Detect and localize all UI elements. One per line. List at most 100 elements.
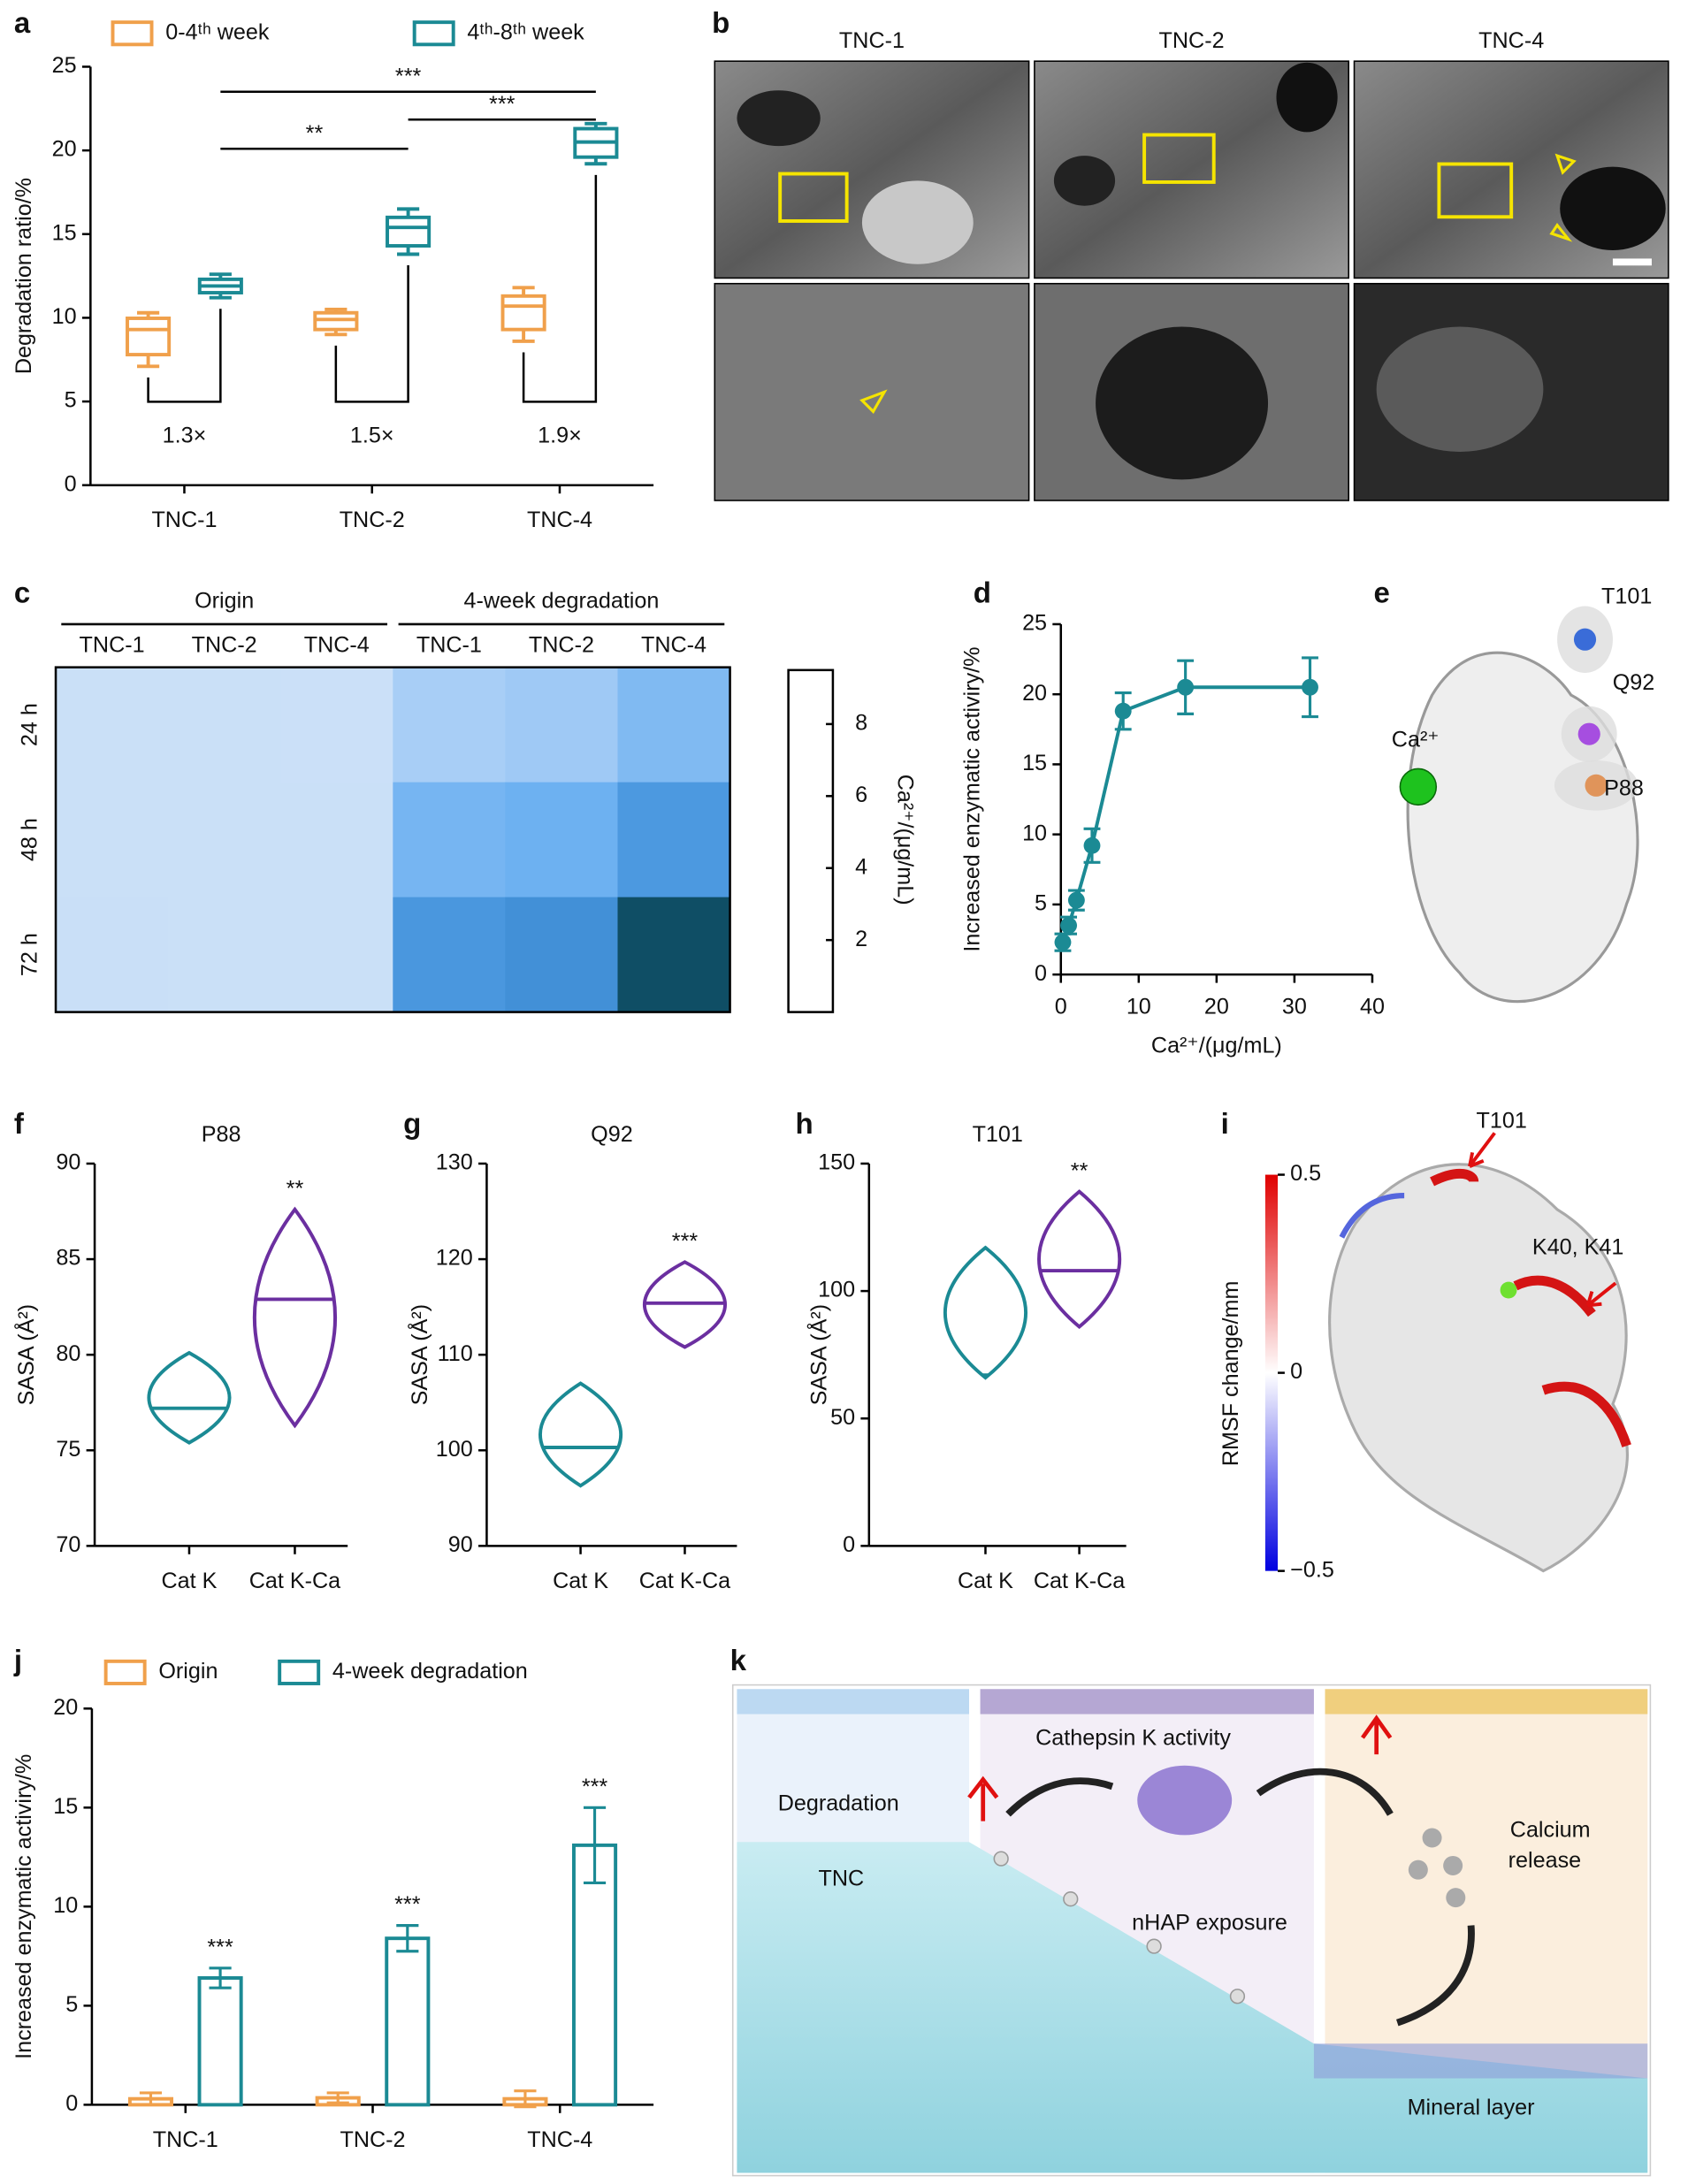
x-tick-label: Cat K <box>162 1569 218 1593</box>
significance-label: ** <box>306 121 324 146</box>
y-tick-label: 15 <box>1022 751 1047 775</box>
header-bar <box>737 1689 970 1714</box>
violin <box>538 1381 623 1488</box>
flow-arrows <box>1005 1768 1475 2027</box>
box <box>500 294 546 332</box>
x-axis-label: Ca²⁺/(μg/mL) <box>1151 1034 1282 1058</box>
box <box>386 215 432 248</box>
panel-label: j <box>13 1644 22 1676</box>
legend-label: Origin <box>158 1659 218 1684</box>
x-tick-label: TNC-4 <box>641 633 707 658</box>
y-tick-label: 20 <box>1022 681 1047 706</box>
rigid-region <box>1339 1192 1405 1239</box>
calcium-ion <box>1443 1855 1463 1875</box>
blob <box>861 180 974 264</box>
y-axis-label: SASA (Å²) <box>406 1304 432 1406</box>
bar <box>197 1976 243 2107</box>
nhap <box>993 1851 1009 1867</box>
diagram-label: release <box>1509 1848 1581 1873</box>
chart-title: T101 <box>973 1122 1023 1147</box>
significance-label: *** <box>395 65 422 89</box>
violin <box>253 1206 337 1429</box>
y-tick-label: 20 <box>53 1695 78 1720</box>
heat-cell <box>505 667 619 783</box>
group-label: Origin <box>195 588 254 613</box>
heatmap-border <box>54 666 731 1013</box>
y-tick-label: 10 <box>53 1893 78 1918</box>
residue-p88 <box>1585 774 1608 797</box>
residue-label: Q92 <box>1613 670 1655 695</box>
x-tick-label: TNC-2 <box>340 2127 405 2152</box>
heat-cell <box>280 782 394 898</box>
fold-label: 1.9× <box>538 423 582 447</box>
image-title: TNC-1 <box>839 28 905 53</box>
legend-label: 4ᵗʰ-8ᵗʰ week <box>467 19 584 44</box>
panel-label: e <box>1374 577 1390 609</box>
diagram-label: TNC <box>819 1866 865 1890</box>
y-tick-label: 10 <box>1022 821 1047 845</box>
significance-label: *** <box>207 1935 233 1959</box>
residue-label: T101 <box>1477 1108 1527 1133</box>
legend-swatch <box>278 1659 321 1685</box>
error-bar <box>396 1924 419 1953</box>
x-tick-label: Cat K <box>553 1569 608 1593</box>
diagram-label: Calcium <box>1510 1817 1591 1842</box>
protein-i <box>1328 1132 1631 1573</box>
heat-cell <box>393 897 507 1013</box>
heat-cell <box>56 897 169 1013</box>
pore <box>1560 166 1666 251</box>
mineral-layer <box>1313 2043 1648 2079</box>
heat-cell <box>280 897 394 1013</box>
bar <box>385 1936 431 2107</box>
scale-bar <box>1612 258 1652 266</box>
zoom-box <box>1437 162 1514 219</box>
legend-swatch <box>412 20 455 47</box>
residue-label: K40, K41 <box>1532 1235 1623 1260</box>
flexible-region <box>1430 1168 1631 1447</box>
colorbar <box>1264 1174 1279 1571</box>
residue-t101 <box>1573 628 1597 651</box>
zoom-box <box>1142 133 1216 184</box>
error-bar <box>139 2091 163 2106</box>
y-tick-label: 48 h <box>17 818 42 861</box>
fold-bracket <box>522 174 598 403</box>
x-tick-label: TNC-2 <box>340 508 405 532</box>
x-tick-label: TNC-1 <box>416 633 482 658</box>
x-tick-label: TNC-4 <box>304 633 370 658</box>
x-tick-label: 30 <box>1282 995 1307 1019</box>
pore <box>1376 326 1544 452</box>
residue-label: T101 <box>1601 584 1652 609</box>
header-bar <box>1325 1689 1648 1714</box>
y-axis-label: SASA (Å²) <box>12 1304 39 1406</box>
panel-label: k <box>730 1644 747 1676</box>
y-axis-label: Increased enzymatic activiry/% <box>959 646 984 951</box>
sem-image <box>714 282 1030 501</box>
y-tick-label: 0 <box>843 1532 855 1557</box>
protein-ribbon <box>1406 651 1639 1004</box>
panel-label: h <box>795 1107 813 1140</box>
image-title: TNC-2 <box>1159 28 1225 53</box>
violin <box>147 1350 232 1445</box>
line <box>1061 685 1310 943</box>
colorbar-tick-label: −0.5 <box>1290 1557 1334 1582</box>
error-bar <box>583 1806 607 1885</box>
y-tick-label: 85 <box>56 1246 80 1271</box>
y-tick-label: 25 <box>1022 611 1047 636</box>
panel-label: d <box>974 577 991 609</box>
y-tick-label: 0 <box>65 471 77 496</box>
colorbar-label: RMSF change/mm <box>1218 1281 1243 1467</box>
significance-label: *** <box>489 92 516 117</box>
panel-label: g <box>403 1107 421 1140</box>
heat-cell <box>617 782 731 898</box>
protein-ribbon <box>1328 1163 1629 1573</box>
nhap <box>1146 1938 1162 1954</box>
y-axis-label: Increased enzymatic activiry/% <box>11 1754 36 2059</box>
point <box>1114 702 1132 720</box>
x-tick-label: TNC-1 <box>151 508 217 532</box>
calcium-ion <box>1408 1859 1428 1880</box>
fold-label: 1.5× <box>350 423 394 447</box>
legend-label: 0-4ᵗʰ week <box>165 19 270 44</box>
legend-label: 4-week degradation <box>332 1659 528 1684</box>
